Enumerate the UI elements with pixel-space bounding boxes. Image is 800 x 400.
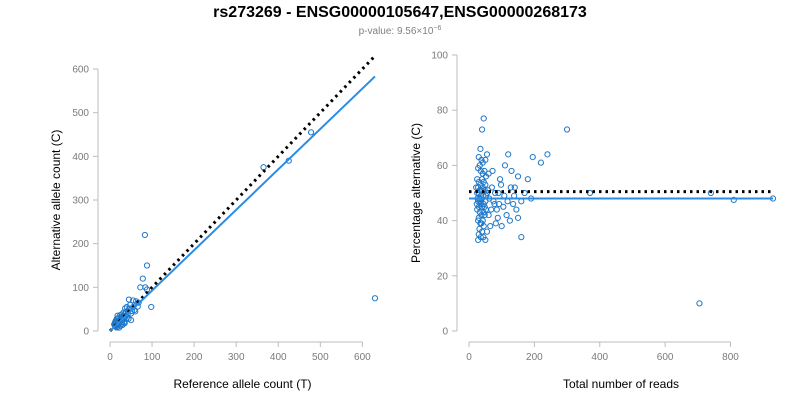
y-tick-label: 100 xyxy=(431,51,448,62)
data-point xyxy=(120,319,127,326)
data-point xyxy=(514,214,522,221)
data-point xyxy=(477,145,484,152)
figure-title: rs273269 - ENSG00000105647,ENSG000002681… xyxy=(213,4,587,21)
data-point xyxy=(483,151,491,158)
y-tick-label: 0 xyxy=(442,327,448,338)
panel-reads-vs-percent: 0 200 400 600 800 0 20 40 60 80 100 Total number of… xyxy=(409,51,777,391)
figure-subtitle: p-value: 9.56×10−6 xyxy=(359,25,442,37)
data-point xyxy=(482,236,489,244)
y-axis-label: Percentage alternative (C) xyxy=(409,123,423,263)
data-point xyxy=(479,170,486,177)
data-point xyxy=(478,220,485,227)
data-point xyxy=(529,154,536,161)
data-point xyxy=(491,200,498,208)
x-tick-label: 100 xyxy=(144,352,161,363)
x-tick-label: 200 xyxy=(526,352,543,363)
data-point xyxy=(544,151,551,158)
data-point xyxy=(148,303,155,311)
data-point xyxy=(497,181,505,188)
y-tick-label: 60 xyxy=(437,161,449,172)
x-tick-label: 0 xyxy=(466,352,472,363)
data-point xyxy=(524,176,531,183)
y-tick-label: 0 xyxy=(83,327,89,338)
x-tick-label: 500 xyxy=(312,352,329,363)
x-tick-label: 600 xyxy=(657,352,674,363)
data-point xyxy=(696,300,703,307)
data-point xyxy=(475,236,482,244)
data-point xyxy=(473,200,480,208)
data-point xyxy=(494,214,501,221)
data-point xyxy=(473,184,480,191)
x-tick-label: 300 xyxy=(228,352,245,363)
data-point xyxy=(137,284,144,291)
y-tick-label: 600 xyxy=(72,65,89,76)
data-point xyxy=(506,217,513,224)
x-axis-label: Reference allele count (T) xyxy=(173,377,311,391)
data-point xyxy=(518,234,525,241)
x-tick-label: 200 xyxy=(186,352,203,363)
data-point xyxy=(489,167,496,175)
data-point xyxy=(563,126,571,133)
data-point xyxy=(513,206,520,213)
data-point xyxy=(507,184,514,191)
data-point xyxy=(141,231,149,239)
data-point xyxy=(488,206,495,213)
data-point xyxy=(495,200,503,208)
x-tick-label: 800 xyxy=(722,352,739,363)
x-axis-label: Total number of reads xyxy=(563,377,679,391)
data-point xyxy=(505,151,512,158)
data-point xyxy=(511,184,518,191)
data-point xyxy=(135,299,142,306)
data-point xyxy=(480,209,487,216)
data-point xyxy=(492,220,499,227)
data-point xyxy=(500,203,507,210)
panel-ref-vs-alt: 0 100 200 300 400 500 600 0 100 200 300 400 500 600 Re… xyxy=(49,54,379,391)
data-point xyxy=(498,223,505,230)
data-point xyxy=(487,223,494,230)
data-point xyxy=(260,164,267,171)
data-point xyxy=(139,275,146,282)
reference-line xyxy=(108,54,377,333)
y-tick-label: 20 xyxy=(437,271,449,282)
data-point xyxy=(143,262,151,269)
pvalue-text: p-value: 9.56×10 xyxy=(359,26,434,37)
y-tick-label: 80 xyxy=(437,106,449,117)
y-tick-label: 200 xyxy=(72,239,89,250)
data-point xyxy=(478,126,486,133)
fit-line xyxy=(109,75,376,332)
data-point xyxy=(501,162,509,169)
x-tick-label: 400 xyxy=(270,352,287,363)
data-point xyxy=(503,211,510,219)
y-tick-label: 40 xyxy=(437,216,449,227)
data-point xyxy=(485,211,492,219)
x-tick-label: 600 xyxy=(354,352,371,363)
pvalue-exponent: −6 xyxy=(433,25,441,32)
x-tick-label: 0 xyxy=(107,352,113,363)
data-point xyxy=(514,173,522,180)
data-point xyxy=(537,159,545,166)
y-tick-label: 300 xyxy=(72,196,89,207)
data-point xyxy=(483,228,491,235)
data-point xyxy=(510,200,517,208)
data-point xyxy=(307,129,315,136)
data-point xyxy=(371,295,379,302)
data-point xyxy=(508,167,515,175)
data-point xyxy=(481,203,488,210)
data-point xyxy=(480,115,487,122)
data-point xyxy=(496,176,504,183)
data-point xyxy=(493,206,500,213)
data-point xyxy=(730,196,737,203)
y-tick-label: 500 xyxy=(72,108,89,119)
data-point xyxy=(132,308,139,315)
x-tick-label: 400 xyxy=(591,352,608,363)
data-point xyxy=(127,316,135,324)
data-point xyxy=(130,297,137,304)
y-tick-label: 400 xyxy=(72,152,89,163)
y-axis-label: Alternative allele count (C) xyxy=(49,130,63,271)
y-tick-label: 100 xyxy=(72,283,89,294)
